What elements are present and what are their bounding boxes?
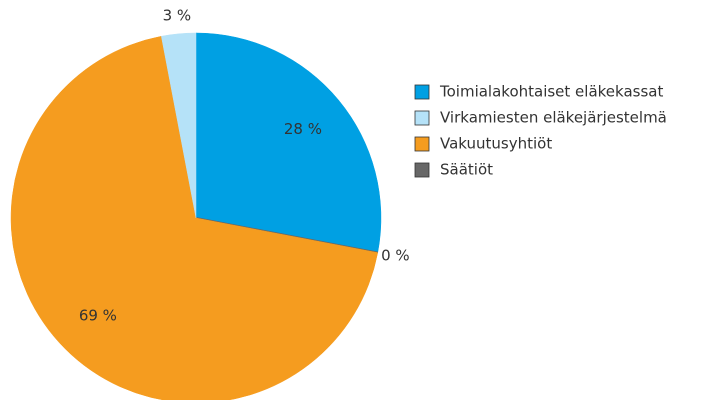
pie-slice [195, 32, 382, 253]
slice-label: 0 % [381, 247, 410, 265]
legend-swatch [414, 84, 430, 100]
legend-label: Toimialakohtaiset eläkekassat [439, 83, 663, 101]
pie-slice [161, 32, 197, 219]
legend-label: Säätiöt [440, 161, 493, 179]
slice-label: 28 % [284, 120, 322, 138]
legend-swatch [414, 110, 430, 126]
legend-label: Virkamiesten eläkejärjestelmä [440, 109, 667, 127]
slice-label: 69 % [79, 307, 117, 325]
legend-swatch [414, 162, 430, 178]
slice-label: 3 % [163, 6, 192, 24]
legend-swatch [414, 136, 430, 152]
legend-label: Vakuutusyhtiöt [440, 135, 552, 153]
pie-slice [10, 35, 379, 400]
